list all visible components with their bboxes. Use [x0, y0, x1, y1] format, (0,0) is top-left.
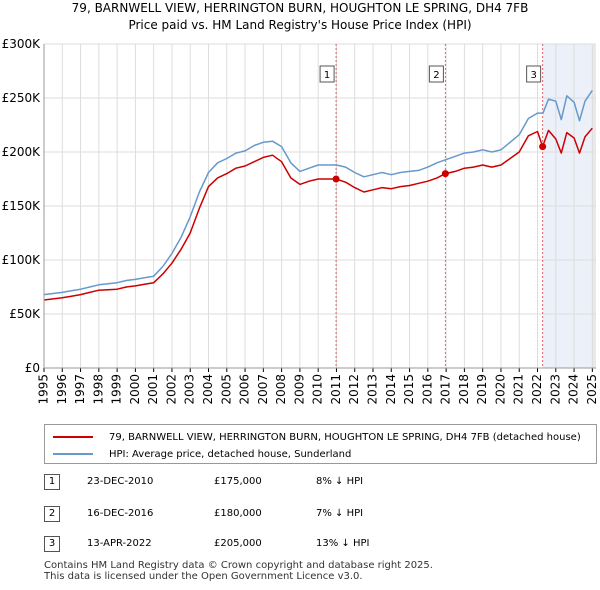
x-tick-label: 1999	[110, 374, 124, 405]
price-chart: 1 2 3 £0 £50K £100K £150K £200K £250K £300K 1995 19…	[2, 37, 599, 405]
y-tick-label: £200K	[2, 145, 42, 159]
x-tick-label: 2005	[219, 374, 233, 405]
x-tick-label: 2025	[585, 374, 599, 405]
x-tick-label: 2003	[183, 374, 197, 405]
y-tick-label: £150K	[2, 199, 42, 213]
hpi-series-line	[43, 89, 593, 296]
x-tick-label: 2024	[567, 374, 581, 405]
sale-price: £205,000	[214, 538, 262, 549]
y-tick-label: £50K	[9, 307, 41, 321]
attribution-footer: Contains HM Land Registry data © Crown c…	[44, 560, 433, 582]
legend-item-hpi: HPI: Average price, detached house, Sund…	[53, 446, 351, 462]
sale-price: £175,000	[214, 476, 262, 487]
sale-label-box	[428, 65, 444, 83]
x-tick-label: 2000	[128, 374, 142, 405]
x-tick-label: 2002	[164, 374, 178, 405]
sale-date: 13-APR-2022	[87, 538, 152, 549]
x-tick-label: 2022	[530, 374, 544, 405]
x-tick-label: 2001	[146, 374, 160, 405]
x-tick-label: 2004	[201, 374, 215, 405]
x-tick-label: 2014	[384, 374, 398, 405]
sale-label-box	[319, 65, 335, 83]
x-tick-label: 2018	[457, 374, 471, 405]
sale-label-box	[526, 65, 542, 83]
legend-swatch-property	[53, 436, 93, 438]
x-tick-label: 1998	[91, 374, 105, 405]
x-tick-label: 2008	[274, 374, 288, 405]
sale-point	[441, 170, 449, 178]
legend-swatch-hpi	[53, 453, 93, 455]
x-tick-label: 2006	[238, 374, 252, 405]
y-tick-label: £0	[25, 361, 40, 375]
x-tick-label: 2019	[475, 374, 489, 405]
x-tick-label: 2020	[493, 374, 507, 405]
sale-row: 2 16-DEC-2016 £180,000 7% ↓ HPI	[44, 506, 464, 524]
chart-legend: 79, BARNWELL VIEW, HERRINGTON BURN, HOUG…	[44, 424, 597, 464]
sale-point	[332, 175, 340, 183]
chart-title: 79, BARNWELL VIEW, HERRINGTON BURN, HOUG…	[71, 1, 529, 15]
x-tick-label: 2009	[292, 374, 306, 405]
sale-label-number: 3	[530, 70, 536, 81]
sale-label-number: 2	[433, 70, 439, 81]
x-tick-label: 2012	[347, 374, 361, 405]
legend-label-hpi: HPI: Average price, detached house, Sund…	[109, 448, 352, 460]
y-tick-label: £100K	[2, 253, 42, 267]
sale-hpi-diff: 13% ↓ HPI	[316, 538, 370, 549]
x-tick-label: 2007	[256, 374, 270, 405]
sale-point	[539, 143, 547, 151]
sale-date: 16-DEC-2016	[87, 508, 154, 519]
x-tick-label: 2013	[366, 374, 380, 405]
x-tick-label: 2011	[329, 374, 343, 405]
sale-number-badge: 2	[44, 506, 60, 522]
sale-number-badge: 3	[44, 536, 60, 552]
sale-label-number: 1	[324, 70, 330, 81]
footer-line-2: This data is licensed under the Open Gov…	[44, 571, 363, 582]
y-tick-label: £300K	[2, 37, 42, 51]
property-series-line	[43, 127, 593, 301]
x-tick-label: 2016	[420, 374, 434, 405]
sale-hpi-diff: 7% ↓ HPI	[316, 508, 364, 519]
footer-line-1: Contains HM Land Registry data © Crown c…	[44, 560, 433, 571]
sale-row: 3 13-APR-2022 £205,000 13% ↓ HPI	[44, 536, 464, 554]
sale-hpi-diff: 8% ↓ HPI	[316, 476, 364, 487]
x-tick-label: 1996	[55, 374, 69, 405]
legend-label-property: 79, BARNWELL VIEW, HERRINGTON BURN, HOUG…	[109, 431, 581, 443]
y-tick-label: £250K	[2, 91, 42, 105]
sale-row: 1 23-DEC-2010 £175,000 8% ↓ HPI	[44, 474, 464, 492]
x-tick-label: 2015	[402, 374, 416, 405]
x-tick-label: 2021	[512, 374, 526, 405]
x-tick-label: 2017	[439, 374, 453, 405]
x-tick-label: 1995	[37, 374, 51, 405]
x-tick-label: 2010	[311, 374, 325, 405]
sale-price: £180,000	[214, 508, 262, 519]
legend-item-property: 79, BARNWELL VIEW, HERRINGTON BURN, HOUG…	[53, 429, 581, 445]
sale-number-badge: 1	[44, 474, 60, 490]
x-tick-label: 2023	[548, 374, 562, 405]
sale-date: 23-DEC-2010	[87, 476, 154, 487]
chart-subtitle: Price paid vs. HM Land Registry's House …	[128, 18, 472, 32]
x-tick-label: 1997	[73, 374, 87, 405]
